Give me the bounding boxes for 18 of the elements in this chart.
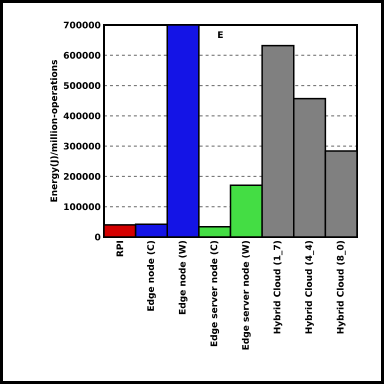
y-tick-label: 600000 — [64, 52, 100, 59]
y-tick-label: 500000 — [64, 82, 100, 89]
x-tick-label: Hybrid Cloud (4_4) — [305, 240, 314, 334]
y-tick-label: 300000 — [64, 142, 100, 150]
y-tick-label: 0 — [94, 234, 100, 240]
x-tick-label: RPI — [116, 241, 124, 256]
x-tick-label: Edge node (C) — [147, 240, 156, 311]
x-tick-label: Edge server node (C) — [210, 240, 220, 346]
y-tick-label: 100000 — [64, 203, 100, 210]
x-tick-label: Edge node (W) — [178, 240, 188, 314]
annotation: E — [218, 31, 223, 38]
x-tick-label: Edge server node (W) — [242, 240, 251, 350]
x-tick-label: Hybrid Cloud (1_7) — [273, 240, 282, 334]
y-tick-label: 400000 — [64, 112, 100, 120]
y-tick-label: 200000 — [64, 173, 100, 180]
x-tick-label: Hybrid Cloud (8_0) — [336, 240, 346, 334]
y-axis-title: Energy(J)/million-operations — [50, 60, 60, 202]
y-tick-label: 700000 — [64, 22, 100, 28]
